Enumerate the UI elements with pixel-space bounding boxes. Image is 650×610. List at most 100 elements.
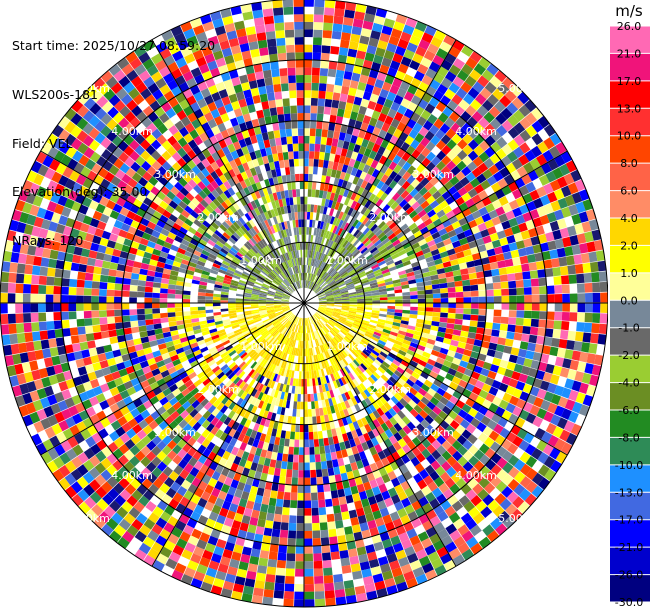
velocity-cell (516, 356, 526, 366)
velocity-cell (331, 397, 337, 406)
velocity-cell (304, 196, 308, 205)
velocity-cell (118, 257, 127, 266)
velocity-cell (406, 145, 416, 156)
velocity-cell (387, 232, 397, 241)
velocity-cell (418, 186, 428, 196)
velocity-cell (376, 95, 387, 106)
velocity-cell (322, 221, 327, 230)
velocity-cell (139, 268, 148, 276)
velocity-cell (368, 244, 376, 252)
velocity-cell (311, 507, 319, 516)
velocity-cell (419, 469, 430, 480)
velocity-cell (293, 332, 297, 340)
velocity-cell (393, 318, 402, 324)
velocity-cell (146, 166, 157, 176)
velocity-cell (280, 522, 289, 531)
velocity-cell (444, 224, 455, 233)
velocity-cell (161, 246, 170, 254)
velocity-cell (275, 498, 284, 508)
velocity-cell (115, 322, 124, 330)
velocity-cell (106, 289, 115, 297)
velocity-cell (372, 266, 381, 272)
velocity-cell (462, 314, 471, 321)
velocity-cell (283, 205, 288, 214)
velocity-cell (381, 268, 390, 275)
velocity-cell (330, 317, 338, 322)
velocity-cell (330, 338, 337, 346)
velocity-cell (304, 500, 312, 509)
velocity-cell (432, 316, 441, 322)
velocity-cell (436, 455, 447, 466)
velocity-cell (327, 184, 334, 193)
velocity-cell (282, 307, 290, 310)
velocity-cell (372, 143, 381, 153)
velocity-cell (335, 427, 342, 436)
velocity-cell (299, 356, 303, 364)
velocity-cell (310, 393, 315, 402)
velocity-cell (320, 453, 327, 462)
velocity-cell (170, 244, 179, 252)
velocity-cell (251, 352, 259, 360)
velocity-cell (432, 307, 441, 313)
velocity-cell (376, 180, 385, 190)
velocity-cell (298, 325, 301, 334)
velocity-cell (291, 243, 295, 251)
velocity-cell (280, 317, 287, 323)
velocity-cell (88, 250, 98, 259)
velocity-cell (348, 118, 356, 128)
velocity-cell (263, 319, 271, 325)
velocity-cell (216, 448, 226, 458)
velocity-cell (99, 213, 110, 224)
velocity-cell (270, 185, 277, 194)
velocity-cell (278, 286, 286, 291)
velocity-cell (92, 192, 103, 204)
velocity-cell (165, 392, 175, 402)
velocity-cell (61, 311, 69, 320)
velocity-cell (274, 322, 282, 329)
velocity-cell (106, 413, 118, 424)
velocity-cell (155, 266, 164, 273)
velocity-cell (409, 310, 418, 315)
velocity-cell (326, 390, 332, 399)
velocity-cell (341, 417, 349, 426)
velocity-cell (239, 321, 247, 327)
velocity-cell (178, 126, 189, 137)
velocity-cell (289, 354, 293, 363)
velocity-cell (413, 269, 422, 276)
velocity-cell (159, 383, 169, 392)
velocity-cell (197, 295, 206, 300)
velocity-cell (424, 363, 434, 371)
velocity-cell (351, 248, 359, 256)
velocity-cell (209, 328, 218, 334)
velocity-cell (315, 259, 320, 268)
velocity-cell (320, 336, 326, 344)
velocity-cell (371, 249, 380, 257)
velocity-cell (356, 292, 365, 296)
velocity-cell (268, 314, 277, 319)
velocity-cell (260, 449, 268, 458)
velocity-cell (111, 371, 121, 380)
velocity-cell (256, 252, 264, 260)
velocity-cell (277, 152, 284, 161)
velocity-cell (236, 309, 244, 313)
velocity-cell (268, 252, 275, 260)
velocity-cell (185, 192, 195, 202)
velocity-cell (425, 298, 434, 303)
velocity-cell (122, 200, 133, 211)
velocity-cell (258, 375, 265, 384)
velocity-cell (461, 429, 472, 440)
velocity-cell (248, 324, 257, 330)
velocity-cell (377, 260, 386, 267)
velocity-cell (144, 226, 154, 235)
velocity-cell (523, 358, 533, 368)
velocity-cell (374, 390, 383, 399)
velocity-cell (163, 374, 173, 383)
velocity-cell (274, 278, 281, 285)
velocity-cell (161, 150, 172, 161)
velocity-cell (425, 141, 436, 152)
velocity-cell (85, 265, 95, 274)
velocity-cell (515, 240, 526, 250)
velocity-cell (468, 240, 478, 249)
velocity-cell (322, 190, 328, 199)
velocity-cell (194, 193, 204, 203)
